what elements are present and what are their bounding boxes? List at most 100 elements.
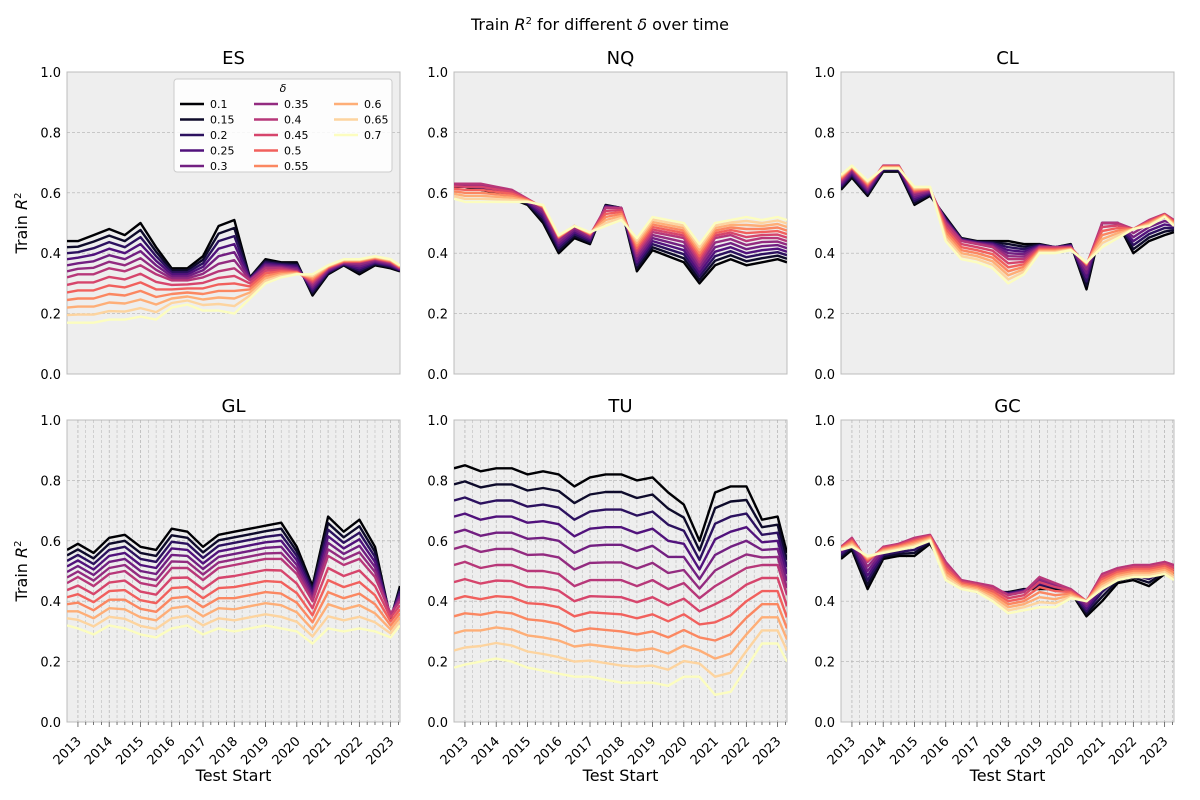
series-line-delta-0.5 (454, 187, 787, 258)
panel-title: CL (996, 48, 1019, 69)
series-line-delta-0.45 (67, 566, 400, 619)
x-tick-label: 2013 (51, 734, 85, 768)
series-group (841, 533, 1174, 618)
x-tick-label: 2020 (1044, 734, 1078, 768)
y-tick-label: 0.2 (427, 308, 448, 323)
series-line-delta-0.6 (454, 192, 787, 252)
legend-label: 0.15 (210, 114, 235, 127)
series-group (454, 182, 787, 285)
series-line-delta-0.4 (454, 560, 787, 600)
series-line-delta-0.4 (454, 182, 787, 264)
series-line-delta-0.7 (67, 255, 400, 324)
x-tick-label: 2019 (238, 734, 272, 768)
series-line-delta-0.2 (454, 496, 787, 568)
x-tick-label: 2018 (594, 734, 628, 768)
x-tick-label: 2013 (438, 734, 472, 768)
y-tick-label: 1.0 (40, 414, 61, 429)
y-tick-label: 0.0 (40, 368, 61, 383)
legend-label: 0.5 (284, 145, 302, 158)
series-line-delta-0.3 (454, 528, 787, 582)
y-tick-label: 0.0 (427, 368, 448, 383)
legend-title: δ (280, 82, 287, 95)
y-tick-label: 0.6 (427, 535, 448, 550)
series-line-delta-0.15 (454, 480, 787, 561)
series-line-delta-0.35 (67, 548, 400, 616)
figure-suptitle: Train R2 for different δ over time (470, 15, 729, 34)
x-tick-label: 2017 (950, 734, 984, 768)
y-tick-label: 0.4 (40, 247, 61, 262)
legend-label: 0.25 (210, 145, 235, 158)
y-tick-label: 0.4 (427, 247, 448, 262)
y-tick-label: 0.2 (40, 308, 61, 323)
panel-es: ES 0.0 0.2 0.4 0.6 0.8 1.0 Train R2 δ 0.1 0.15 0.2 0… (12, 48, 401, 383)
series-group (67, 218, 400, 324)
x-tick-label: 2020 (657, 734, 691, 768)
panel-gc: GC 0.0 0.2 0.4 0.6 0.8 1.0 20132014201520162017… (814, 396, 1175, 785)
x-axis-label: Test Start (582, 766, 659, 785)
y-tick-label: 0.6 (40, 535, 61, 550)
y-tick-label: 1.0 (814, 414, 835, 429)
y-tick-label: 0.4 (427, 595, 448, 610)
y-tick-label: 0.6 (814, 535, 835, 550)
x-tick-label: 2019 (625, 734, 659, 768)
x-axis-label: Test Start (195, 766, 272, 785)
y-tick-label: 1.0 (814, 66, 835, 81)
legend-label: 0.55 (284, 160, 309, 173)
panel-title: TU (607, 396, 632, 417)
series-line-delta-0.65 (454, 629, 787, 678)
x-tick-label: 2019 (1012, 734, 1046, 768)
series-line-delta-0.7 (454, 197, 787, 246)
series-line-delta-0.5 (67, 578, 400, 623)
legend-label: 0.7 (364, 129, 382, 142)
x-tick-label: 2016 (145, 734, 179, 768)
series-line-delta-0.55 (454, 190, 787, 255)
panel-title: GL (222, 396, 246, 417)
x-tick-label: 2015 (500, 734, 534, 768)
y-tick-label: 0.8 (427, 474, 448, 489)
series-line-delta-0.7 (67, 624, 400, 645)
y-axis-label: Train R2 (12, 193, 31, 255)
legend-label: 0.1 (210, 98, 228, 111)
x-tick-label: 2017 (563, 734, 597, 768)
series-line-delta-0.2 (67, 528, 400, 619)
x-tick-label: 2020 (270, 734, 304, 768)
x-tick-label: 2018 (981, 734, 1015, 768)
series-group (841, 164, 1174, 291)
series-line-delta-0.45 (454, 185, 787, 261)
legend-box (173, 78, 393, 173)
y-tick-label: 0.2 (814, 656, 835, 671)
x-tick-label: 2022 (719, 734, 753, 768)
series-line-delta-0.55 (67, 590, 400, 627)
series-line-delta-0.65 (454, 195, 787, 249)
series-group (454, 464, 787, 696)
y-tick-label: 0.0 (427, 716, 448, 731)
y-axis-label: Train R2 (12, 541, 31, 603)
panel-title: GC (994, 396, 1021, 417)
x-tick-label: 2015 (887, 734, 921, 768)
x-tick-label: 2021 (688, 734, 722, 768)
legend-label: 0.45 (284, 129, 309, 142)
series-line-delta-0.25 (454, 512, 787, 575)
x-tick-label: 2023 (363, 734, 397, 768)
panel-tu: TU 0.0 0.2 0.4 0.6 0.8 1.0 20132014201520162017… (427, 396, 788, 785)
panel-cl: CL 0.0 0.2 0.4 0.6 0.8 1.0 (814, 48, 1175, 383)
y-tick-label: 0.4 (40, 595, 61, 610)
x-axis-label: Test Start (969, 766, 1046, 785)
x-tick-label: 2015 (113, 734, 147, 768)
series-line-delta-0.65 (67, 613, 400, 638)
legend-label: 0.2 (210, 129, 228, 142)
y-tick-label: 0.0 (814, 368, 835, 383)
y-tick-label: 0.4 (814, 247, 835, 262)
y-tick-label: 0.8 (427, 126, 448, 141)
x-tick-label: 2023 (1137, 734, 1171, 768)
panels-grid: ES 0.0 0.2 0.4 0.6 0.8 1.0 Train R2 δ 0.1 0.15 0.2 0… (12, 48, 1175, 785)
series-line-delta-0.7 (841, 539, 1174, 615)
x-tick-label: 2017 (176, 734, 210, 768)
x-tick-label: 2018 (207, 734, 241, 768)
x-tick-label: 2023 (750, 734, 784, 768)
y-tick-label: 0.6 (814, 187, 835, 202)
x-tick-label: 2013 (825, 734, 859, 768)
y-tick-label: 0.8 (814, 126, 835, 141)
series-line-delta-0.15 (67, 522, 400, 620)
y-tick-label: 0.2 (427, 656, 448, 671)
